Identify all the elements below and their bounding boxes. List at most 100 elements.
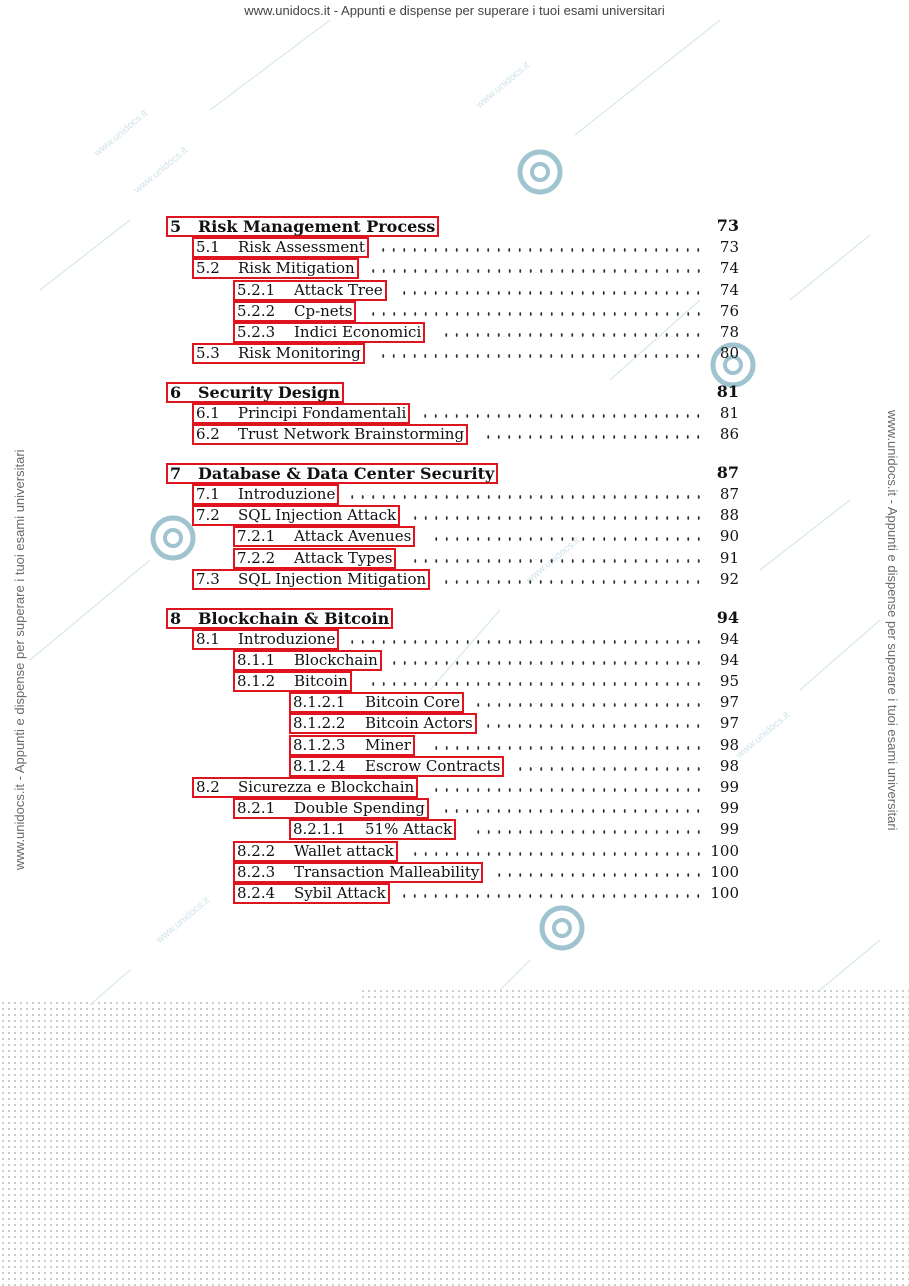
toc-entry-label[interactable]: 8.1 Introduzione bbox=[192, 629, 340, 650]
toc-entry-page: 94 bbox=[716, 608, 739, 627]
toc-entry-label[interactable]: 5.2.2 Cp-nets bbox=[233, 301, 357, 322]
toc-entry-label[interactable]: 7.2 SQL Injection Attack bbox=[192, 505, 401, 526]
toc-dot-leader bbox=[409, 505, 707, 525]
toc-section-row[interactable]: 5.1 Risk Assessment 73 bbox=[0, 237, 909, 258]
toc-section-row[interactable]: 6.1 Principi Fondamentali 81 bbox=[0, 403, 909, 424]
toc-section-row[interactable]: 8.1.2.3 Miner 98 bbox=[0, 735, 909, 756]
toc-section-row[interactable]: 8.2.4 Sybil Attack 100 bbox=[0, 883, 909, 904]
toc-entry-label[interactable]: 8.2.3 Transaction Malleability bbox=[233, 862, 484, 883]
toc-section-row[interactable]: 5.2.2 Cp-nets 76 bbox=[0, 301, 909, 322]
toc-entry-label[interactable]: 5.3 Risk Monitoring bbox=[192, 343, 365, 364]
toc-section-row[interactable]: 8.2 Sicurezza e Blockchain 99 bbox=[0, 777, 909, 798]
toc-section-row[interactable]: 6.2 Trust Network Brainstorming 86 bbox=[0, 424, 909, 445]
toc-entry-label[interactable]: 8.2.4 Sybil Attack bbox=[233, 883, 390, 904]
toc-entry-page: 99 bbox=[719, 799, 739, 817]
toc-dot-leader bbox=[441, 798, 707, 818]
toc-entry-title: Sybil Attack bbox=[294, 884, 386, 902]
toc-section-row[interactable]: 8.2.3 Transaction Malleability 100 bbox=[0, 862, 909, 883]
toc-entry-label[interactable]: 8.1.1 Blockchain bbox=[233, 650, 382, 671]
toc-dot-leader bbox=[346, 484, 707, 504]
toc-dot-leader bbox=[472, 692, 707, 712]
toc-entry-title: Principi Fondamentali bbox=[238, 404, 407, 422]
toc-section-row[interactable]: 8.1 Introduzione 94 bbox=[0, 629, 909, 650]
toc-section-row[interactable]: 7.2 SQL Injection Attack 88 bbox=[0, 505, 909, 526]
toc-entry-number: 7.3 bbox=[196, 570, 220, 588]
toc-dot-leader bbox=[493, 862, 707, 882]
toc-entry-label[interactable]: 7.2.1 Attack Avenues bbox=[233, 526, 416, 547]
toc-entry-title: Attack Types bbox=[294, 549, 393, 567]
toc-entry-number: 5.2.2 bbox=[237, 302, 276, 320]
toc-entry-label[interactable]: 6.2 Trust Network Brainstorming bbox=[192, 424, 469, 445]
toc-entry-label[interactable]: 8.1.2.4 Escrow Contracts bbox=[289, 756, 505, 777]
toc-entry-title: Indici Economici bbox=[294, 323, 422, 341]
toc-chapter-row[interactable]: 7 Database & Data Center Security 87 bbox=[0, 463, 909, 484]
toc-entry-label[interactable]: 8.2.1.1 51% Attack bbox=[289, 819, 457, 840]
toc-entry-label[interactable]: 8.1.2.2 Bitcoin Actors bbox=[289, 713, 477, 734]
toc-entry-label[interactable]: 7.1 Introduzione bbox=[192, 484, 340, 505]
toc-entry-title: Risk Management Process bbox=[198, 217, 436, 236]
toc-entry-number: 8.1.2.3 bbox=[293, 736, 346, 754]
header-banner[interactable]: www.unidocs.it - Appunti e dispense per … bbox=[244, 3, 665, 18]
toc-section-row[interactable]: 7.2.1 Attack Avenues 90 bbox=[0, 526, 909, 547]
toc-dot-leader bbox=[430, 526, 707, 546]
dotted-background bbox=[0, 1000, 909, 1286]
toc-entry-number: 5.2 bbox=[196, 259, 220, 277]
toc-entry-label[interactable]: 6.1 Principi Fondamentali bbox=[192, 403, 411, 424]
toc-entry-title: Risk Mitigation bbox=[238, 259, 355, 277]
toc-chapter-row[interactable]: 6 Security Design 81 bbox=[0, 382, 909, 403]
toc-entry-label[interactable]: 8.1.2.3 Miner bbox=[289, 735, 415, 756]
toc-entry-page: 94 bbox=[719, 630, 739, 648]
toc-entry-number: 8.1.2 bbox=[237, 672, 276, 690]
toc-entry-page: 88 bbox=[719, 506, 739, 524]
toc-entry-label[interactable]: 8.1.2 Bitcoin bbox=[233, 671, 352, 692]
toc-entry-page: 99 bbox=[719, 778, 739, 796]
toc-entry-page: 100 bbox=[710, 863, 739, 881]
toc-entry-label[interactable]: 5.2 Risk Mitigation bbox=[192, 258, 359, 279]
toc-section-row[interactable]: 5.2.3 Indici Economici 78 bbox=[0, 322, 909, 343]
toc-section-row[interactable]: 8.1.2 Bitcoin 95 bbox=[0, 671, 909, 692]
toc-section-row[interactable]: 7.2.2 Attack Types 91 bbox=[0, 548, 909, 569]
toc-entry-number: 6 bbox=[170, 383, 182, 402]
toc-dot-leader bbox=[388, 650, 707, 670]
toc-entry-page: 81 bbox=[716, 382, 739, 401]
toc-entry-label[interactable]: 5.1 Risk Assessment bbox=[192, 237, 369, 258]
toc-section-row[interactable]: 8.1.1 Blockchain 94 bbox=[0, 650, 909, 671]
toc-entry-number: 8.2.3 bbox=[237, 863, 276, 881]
toc-entry-page: 74 bbox=[719, 259, 739, 277]
toc-dot-leader bbox=[420, 403, 707, 423]
toc-section-row[interactable]: 8.2.1 Double Spending 99 bbox=[0, 798, 909, 819]
toc-entry-page: 94 bbox=[719, 651, 739, 669]
toc-entry-label[interactable]: 5.2.3 Indici Economici bbox=[233, 322, 426, 343]
toc-section-row[interactable]: 8.2.1.1 51% Attack 99 bbox=[0, 819, 909, 840]
toc-entry-number: 8.1 bbox=[196, 630, 220, 648]
toc-entry-number: 7.1 bbox=[196, 485, 220, 503]
toc-section-row[interactable]: 5.2 Risk Mitigation 74 bbox=[0, 258, 909, 279]
toc-entry-number: 7.2 bbox=[196, 506, 220, 524]
toc-entry-label[interactable]: 7 Database & Data Center Security bbox=[166, 463, 499, 484]
toc-chapter-row[interactable]: 8 Blockchain & Bitcoin 94 bbox=[0, 608, 909, 629]
toc-entry-label[interactable]: 8.1.2.1 Bitcoin Core bbox=[289, 692, 465, 713]
toc-entry-label[interactable]: 8.2 Sicurezza e Blockchain bbox=[192, 777, 419, 798]
toc-entry-page: 100 bbox=[710, 842, 739, 860]
toc-section-row[interactable]: 8.1.2.4 Escrow Contracts 98 bbox=[0, 756, 909, 777]
toc-entry-label[interactable]: 6 Security Design bbox=[166, 382, 344, 403]
toc-section-row[interactable]: 5.2.1 Attack Tree 74 bbox=[0, 280, 909, 301]
unidocs-logo-icon bbox=[517, 149, 563, 195]
toc-section-row[interactable]: 8.2.2 Wallet attack 100 bbox=[0, 841, 909, 862]
toc-entry-label[interactable]: 5 Risk Management Process bbox=[166, 216, 440, 237]
toc-entry-label[interactable]: 8.2.1 Double Spending bbox=[233, 798, 429, 819]
toc-chapter-row[interactable]: 5 Risk Management Process 73 bbox=[0, 216, 909, 237]
toc-entry-number: 5.3 bbox=[196, 344, 220, 362]
toc-entry-label[interactable]: 5.2.1 Attack Tree bbox=[233, 280, 387, 301]
toc-entry-label[interactable]: 7.3 SQL Injection Mitigation bbox=[192, 569, 431, 590]
toc-entry-label[interactable]: 8 Blockchain & Bitcoin bbox=[166, 608, 394, 629]
toc-entry-page: 86 bbox=[719, 425, 739, 443]
toc-section-row[interactable]: 8.1.2.1 Bitcoin Core 97 bbox=[0, 692, 909, 713]
toc-entry-label[interactable]: 7.2.2 Attack Types bbox=[233, 548, 397, 569]
toc-entry-label[interactable]: 8.2.2 Wallet attack bbox=[233, 841, 398, 862]
toc-entry-number: 6.1 bbox=[196, 404, 220, 422]
toc-section-row[interactable]: 5.3 Risk Monitoring 80 bbox=[0, 343, 909, 364]
toc-section-row[interactable]: 7.1 Introduzione 87 bbox=[0, 484, 909, 505]
toc-section-row[interactable]: 7.3 SQL Injection Mitigation 92 bbox=[0, 569, 909, 590]
toc-section-row[interactable]: 8.1.2.2 Bitcoin Actors 97 bbox=[0, 713, 909, 734]
